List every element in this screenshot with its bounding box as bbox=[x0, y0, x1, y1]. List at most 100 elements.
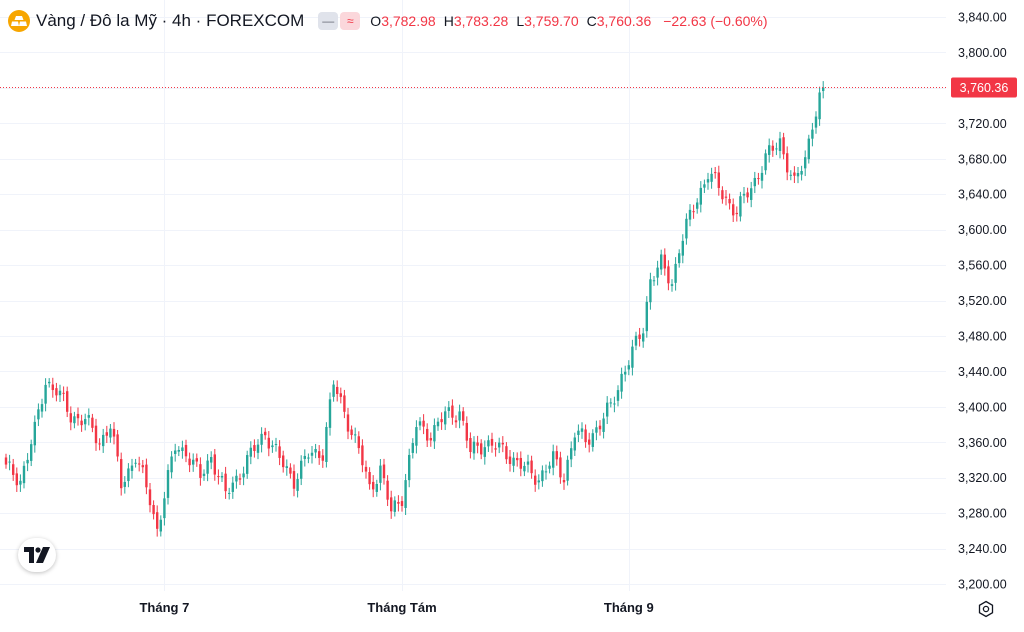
candle-body bbox=[548, 465, 551, 469]
candle bbox=[379, 459, 382, 491]
candle bbox=[264, 427, 267, 440]
candle-body bbox=[490, 438, 494, 446]
candle-body bbox=[768, 145, 771, 155]
candle-body bbox=[602, 418, 605, 432]
candle bbox=[562, 473, 566, 490]
candle-body bbox=[732, 204, 735, 216]
candle-body bbox=[613, 403, 616, 405]
candle-body bbox=[411, 443, 414, 453]
candle bbox=[307, 453, 310, 464]
candle bbox=[260, 427, 263, 453]
candle bbox=[58, 384, 62, 403]
candle-body bbox=[58, 390, 62, 396]
price-axis[interactable]: 3,200.00 3,240.00 3,280.00 3,320.00 3,360.00… bbox=[946, 0, 1024, 627]
candle bbox=[282, 450, 285, 473]
candle-body bbox=[105, 432, 108, 436]
candle bbox=[390, 490, 393, 519]
candle bbox=[638, 327, 641, 347]
candle bbox=[271, 440, 274, 453]
candle-body bbox=[91, 417, 94, 428]
candle bbox=[163, 491, 166, 526]
candle-body bbox=[498, 442, 501, 448]
candle bbox=[134, 458, 137, 468]
candle bbox=[181, 440, 184, 459]
candle-body bbox=[811, 129, 814, 139]
candle bbox=[746, 187, 749, 203]
candle bbox=[138, 456, 141, 472]
candle-body bbox=[505, 446, 508, 460]
candle-body bbox=[213, 454, 216, 475]
candle bbox=[318, 445, 321, 465]
candle-body bbox=[69, 413, 72, 423]
candle bbox=[300, 455, 303, 486]
candle-body bbox=[764, 153, 767, 171]
candle-body bbox=[8, 461, 11, 463]
candle bbox=[436, 417, 440, 431]
candle bbox=[519, 451, 522, 477]
candle bbox=[123, 476, 126, 494]
y-tick-label: 3,440.00 bbox=[958, 365, 1007, 379]
candle bbox=[12, 458, 15, 481]
candle bbox=[447, 401, 450, 418]
candle-body bbox=[595, 427, 598, 433]
candle-body bbox=[786, 153, 789, 173]
candle-body bbox=[519, 457, 522, 469]
candle-body bbox=[12, 464, 15, 475]
candle-body bbox=[706, 179, 710, 183]
candle bbox=[368, 467, 371, 490]
candle-body bbox=[170, 456, 173, 473]
candle bbox=[663, 248, 666, 276]
candle-body bbox=[555, 451, 558, 460]
candle bbox=[742, 187, 746, 204]
tradingview-logo-icon[interactable] bbox=[18, 538, 56, 572]
candle-body bbox=[231, 482, 234, 492]
y-tick-label: 3,600.00 bbox=[958, 223, 1007, 237]
candle bbox=[469, 432, 472, 459]
candle bbox=[609, 398, 612, 408]
candle bbox=[159, 515, 162, 537]
candle-body bbox=[562, 479, 566, 483]
time-axis[interactable]: Tháng 7 Tháng Tám Tháng 9 bbox=[139, 600, 653, 615]
candle bbox=[724, 189, 728, 206]
candle-body bbox=[37, 409, 40, 420]
minus-icon[interactable]: — bbox=[318, 12, 339, 30]
candle bbox=[174, 443, 177, 462]
candle bbox=[544, 464, 548, 480]
candle-body bbox=[379, 465, 382, 483]
candle-body bbox=[195, 458, 198, 462]
candle bbox=[645, 296, 648, 338]
candle bbox=[656, 260, 659, 286]
candle-body bbox=[26, 459, 29, 464]
candle-body bbox=[476, 442, 479, 446]
candle bbox=[120, 452, 123, 496]
candle bbox=[620, 367, 623, 399]
chart-legend: Vàng / Đô la Mỹ · 4h · FOREXCOM — ≈ O3,7… bbox=[8, 8, 768, 34]
candle bbox=[728, 193, 731, 210]
candle-body bbox=[570, 448, 573, 460]
chart-settings-icon[interactable] bbox=[975, 598, 997, 620]
candle bbox=[253, 439, 256, 458]
candle-body bbox=[44, 384, 47, 404]
candle bbox=[112, 422, 116, 445]
candle-body bbox=[296, 479, 299, 491]
candle bbox=[55, 382, 58, 402]
candle bbox=[588, 432, 591, 453]
candle-body bbox=[649, 279, 652, 303]
approx-icon[interactable]: ≈ bbox=[340, 12, 361, 30]
candle-body bbox=[339, 393, 342, 397]
candle bbox=[339, 387, 342, 404]
candle bbox=[235, 469, 238, 489]
candle bbox=[451, 399, 454, 425]
candle-body bbox=[228, 492, 231, 494]
ohlc-values: O3,782.98 H3,783.28 L3,759.70 C3,760.36 … bbox=[370, 13, 767, 29]
candle-body bbox=[300, 460, 303, 479]
candle-body bbox=[674, 263, 677, 283]
gold-bars-icon[interactable] bbox=[8, 10, 30, 32]
candle-body bbox=[112, 428, 116, 437]
candle bbox=[678, 249, 681, 268]
candle-body bbox=[51, 384, 54, 391]
candle-body bbox=[174, 450, 177, 454]
symbol-title[interactable]: Vàng / Đô la Mỹ · 4h · FOREXCOM bbox=[36, 11, 305, 30]
